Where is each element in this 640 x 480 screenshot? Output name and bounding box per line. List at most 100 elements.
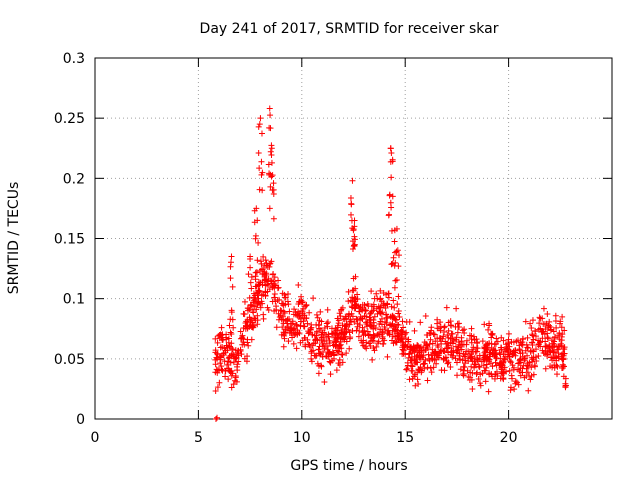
- data-point: [254, 217, 261, 224]
- data-point: [357, 317, 364, 324]
- data-point: [428, 352, 435, 359]
- data-point: [311, 352, 318, 359]
- data-point: [441, 328, 448, 335]
- data-point: [384, 353, 391, 360]
- data-point: [481, 321, 488, 328]
- data-point: [290, 311, 297, 318]
- data-point: [334, 332, 341, 339]
- data-point: [504, 340, 511, 347]
- data-point: [226, 343, 233, 350]
- data-point: [420, 361, 427, 368]
- data-point: [258, 260, 265, 267]
- data-point: [244, 339, 251, 346]
- data-point: [461, 353, 468, 360]
- data-point: [512, 378, 519, 385]
- data-point: [307, 326, 314, 333]
- data-point: [266, 124, 273, 131]
- data-point: [552, 317, 559, 324]
- data-point: [270, 215, 277, 222]
- data-point: [214, 369, 221, 376]
- data-point: [257, 267, 264, 274]
- data-point: [454, 320, 461, 327]
- data-point: [270, 186, 277, 193]
- data-point: [388, 227, 395, 234]
- data-point: [444, 360, 451, 367]
- data-point: [242, 325, 249, 332]
- data-point: [412, 382, 419, 389]
- data-point: [252, 283, 259, 290]
- data-point: [321, 345, 328, 352]
- data-point: [219, 367, 226, 374]
- y-tick-label: 0.15: [54, 232, 85, 248]
- x-tick-label: 0: [91, 430, 100, 446]
- data-point: [471, 361, 478, 368]
- data-point: [430, 364, 437, 371]
- data-point: [471, 364, 478, 371]
- data-point: [412, 371, 419, 378]
- data-point: [361, 313, 368, 320]
- data-point: [403, 319, 410, 326]
- data-point: [246, 294, 253, 301]
- data-point: [349, 246, 356, 253]
- data-point: [214, 339, 221, 346]
- data-point: [469, 346, 476, 353]
- data-point: [388, 303, 395, 310]
- data-point: [431, 357, 438, 364]
- data-point: [498, 346, 505, 353]
- data-point: [253, 205, 260, 212]
- data-point: [269, 172, 276, 179]
- data-point: [354, 296, 361, 303]
- data-point: [403, 329, 410, 336]
- data-point: [414, 376, 421, 383]
- data-point: [516, 346, 523, 353]
- data-point: [212, 347, 219, 354]
- data-point: [562, 380, 569, 387]
- data-point: [293, 345, 300, 352]
- data-point: [512, 352, 519, 359]
- data-point: [341, 336, 348, 343]
- data-point: [348, 201, 355, 208]
- data-point: [391, 304, 398, 311]
- data-point: [452, 355, 459, 362]
- data-point: [402, 351, 409, 358]
- data-point: [409, 367, 416, 374]
- data-point: [301, 334, 308, 341]
- data-point: [354, 291, 361, 298]
- data-point: [442, 354, 449, 361]
- data-point: [560, 373, 567, 380]
- data-point: [524, 369, 531, 376]
- data-point: [467, 354, 474, 361]
- data-point: [385, 294, 392, 301]
- data-point: [253, 298, 260, 305]
- data-point: [339, 359, 346, 366]
- data-point: [266, 105, 273, 112]
- data-point: [535, 326, 542, 333]
- data-point: [498, 334, 505, 341]
- data-point: [390, 254, 397, 261]
- data-point: [366, 340, 373, 347]
- data-point: [272, 282, 279, 289]
- data-point: [309, 342, 316, 349]
- data-point: [226, 354, 233, 361]
- data-point: [444, 331, 451, 338]
- data-point: [404, 365, 411, 372]
- data-point: [388, 174, 395, 181]
- data-point: [365, 302, 372, 309]
- data-point: [263, 271, 270, 278]
- data-point: [399, 318, 406, 325]
- data-point: [509, 375, 516, 382]
- data-point: [280, 343, 287, 350]
- data-point: [321, 378, 328, 385]
- data-point: [462, 357, 469, 364]
- data-point: [223, 331, 230, 338]
- data-point: [561, 327, 568, 334]
- data-point: [314, 328, 321, 335]
- data-point: [440, 347, 447, 354]
- data-point: [227, 329, 234, 336]
- data-point: [232, 374, 239, 381]
- data-point: [302, 341, 309, 348]
- data-point: [398, 331, 405, 338]
- data-point: [542, 343, 549, 350]
- data-point: [554, 363, 561, 370]
- data-point: [315, 370, 322, 377]
